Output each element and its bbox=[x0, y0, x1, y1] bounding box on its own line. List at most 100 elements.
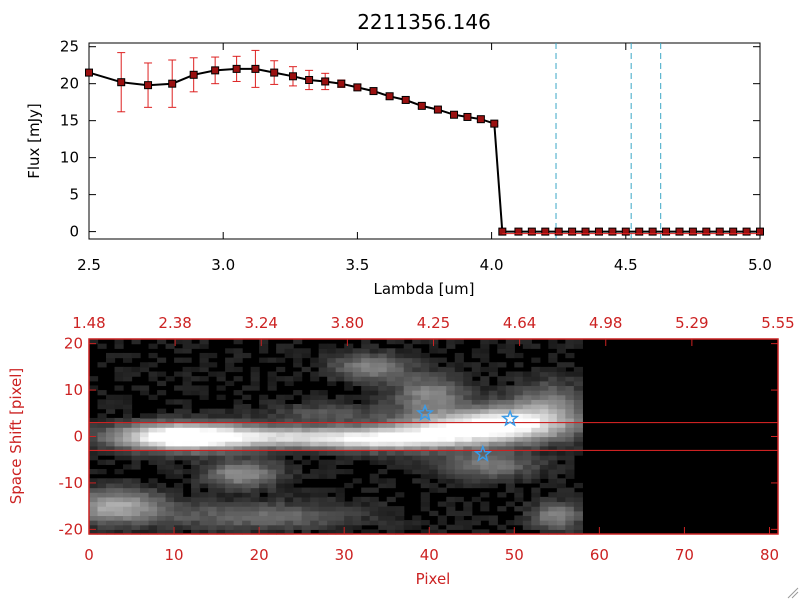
heatmap-cell bbox=[471, 366, 481, 373]
heatmap-cell bbox=[114, 487, 124, 493]
heatmap-cell bbox=[539, 524, 549, 530]
heatmap-cell bbox=[89, 492, 99, 498]
heatmap-cell bbox=[157, 496, 167, 503]
heatmap-cell bbox=[420, 431, 430, 438]
heatmap-cell bbox=[531, 380, 541, 387]
heatmap-cell bbox=[123, 506, 133, 512]
heatmap-cell bbox=[514, 445, 524, 452]
heatmap-cell bbox=[250, 436, 260, 442]
heatmap-cell bbox=[395, 380, 405, 387]
heatmap-cell bbox=[548, 441, 558, 447]
heatmap-cell bbox=[497, 390, 507, 396]
heatmap-cell bbox=[548, 496, 558, 503]
heatmap-cell bbox=[446, 510, 456, 517]
heatmap-cell bbox=[471, 478, 481, 484]
heatmap-cell bbox=[437, 348, 447, 354]
heatmap-cell bbox=[216, 371, 226, 377]
heatmap-cell bbox=[148, 459, 158, 465]
heatmap-cell bbox=[148, 413, 158, 419]
heatmap-cell bbox=[395, 529, 405, 535]
heatmap-cell bbox=[480, 492, 490, 498]
heatmap-cell bbox=[335, 436, 345, 442]
heatmap-cell bbox=[395, 339, 405, 345]
heatmap-cell bbox=[233, 376, 243, 382]
heatmap-cell bbox=[344, 371, 354, 377]
heatmap-cell bbox=[97, 492, 107, 498]
heatmap-cell bbox=[310, 506, 320, 512]
heatmap-cell bbox=[403, 469, 413, 475]
heatmap-cell bbox=[403, 436, 413, 442]
heatmap-cell bbox=[114, 417, 124, 424]
heatmap-cell bbox=[97, 441, 107, 447]
heatmap-cell bbox=[318, 487, 328, 493]
heatmap-cell bbox=[301, 413, 311, 419]
heatmap-cell bbox=[97, 469, 107, 475]
heatmap-cell bbox=[123, 478, 133, 484]
heatmap-cell bbox=[412, 417, 422, 424]
heatmap-cell bbox=[344, 436, 354, 442]
heatmap-cell bbox=[148, 515, 158, 521]
heatmap-cell bbox=[463, 450, 473, 456]
heatmap-cell bbox=[420, 478, 430, 484]
heatmap-cell bbox=[310, 455, 320, 461]
resize-grip-icon[interactable] bbox=[787, 587, 799, 599]
heatmap-cell bbox=[293, 417, 303, 424]
heatmap-cell bbox=[471, 436, 481, 442]
heatmap-cell bbox=[267, 455, 277, 461]
heatmap-cell bbox=[539, 408, 549, 414]
heatmap-cell bbox=[114, 515, 124, 521]
heatmap-cell bbox=[174, 371, 184, 377]
heatmap-cell bbox=[565, 515, 575, 521]
heatmap-cell bbox=[522, 339, 532, 345]
heatmap-cell bbox=[123, 366, 133, 373]
heatmap-cell bbox=[131, 515, 141, 521]
heatmap-cell bbox=[242, 492, 252, 498]
heatmap-cell bbox=[327, 450, 337, 456]
heatmap-cell bbox=[352, 380, 362, 387]
heatmap-cell bbox=[480, 357, 490, 363]
heatmap-cell bbox=[539, 436, 549, 442]
heatmap-cell bbox=[514, 352, 524, 359]
heatmap-cell bbox=[463, 380, 473, 387]
heatmap-cell bbox=[497, 362, 507, 368]
heatmap-cell bbox=[157, 413, 167, 419]
heatmap-cell bbox=[148, 427, 158, 433]
heatmap-cell bbox=[250, 385, 260, 391]
heatmap-cell bbox=[182, 515, 192, 521]
heatmap-cell bbox=[148, 524, 158, 530]
heatmap-cell bbox=[182, 524, 192, 530]
heatmap-cell bbox=[131, 417, 141, 424]
heatmap-cell bbox=[284, 459, 294, 465]
heatmap-cell bbox=[548, 366, 558, 373]
heatmap-cell bbox=[276, 343, 286, 349]
heatmap-cell bbox=[361, 348, 371, 354]
heatmap-cell bbox=[480, 366, 490, 373]
heatmap-cell bbox=[225, 524, 235, 530]
heatmap-cell bbox=[369, 455, 379, 461]
heatmap-cell bbox=[182, 501, 192, 507]
heatmap-cell bbox=[208, 422, 218, 428]
heatmap-cell bbox=[310, 487, 320, 493]
heatmap-cell bbox=[208, 492, 218, 498]
heatmap-cell bbox=[335, 450, 345, 456]
heatmap-cell bbox=[259, 413, 269, 419]
heatmap-cell bbox=[267, 422, 277, 428]
heatmap-cell bbox=[352, 427, 362, 433]
heatmap-cell bbox=[199, 501, 209, 507]
heatmap-cell bbox=[463, 362, 473, 368]
heatmap-cell bbox=[157, 371, 167, 377]
heatmap-cell bbox=[352, 376, 362, 382]
heatmap-cell bbox=[522, 413, 532, 419]
heatmap-cell bbox=[522, 427, 532, 433]
heatmap-cell bbox=[573, 524, 583, 530]
heatmap-cell bbox=[199, 510, 209, 517]
heatmap-cell bbox=[250, 473, 260, 479]
heatmap-cell bbox=[437, 455, 447, 461]
heatmap-cell bbox=[335, 529, 345, 535]
heatmap-cell bbox=[191, 445, 201, 452]
heatmap-cell bbox=[539, 380, 549, 387]
heatmap-cell bbox=[267, 441, 277, 447]
heatmap-cell bbox=[199, 482, 209, 489]
heatmap-cell bbox=[454, 380, 464, 387]
heatmap-cell bbox=[344, 348, 354, 354]
